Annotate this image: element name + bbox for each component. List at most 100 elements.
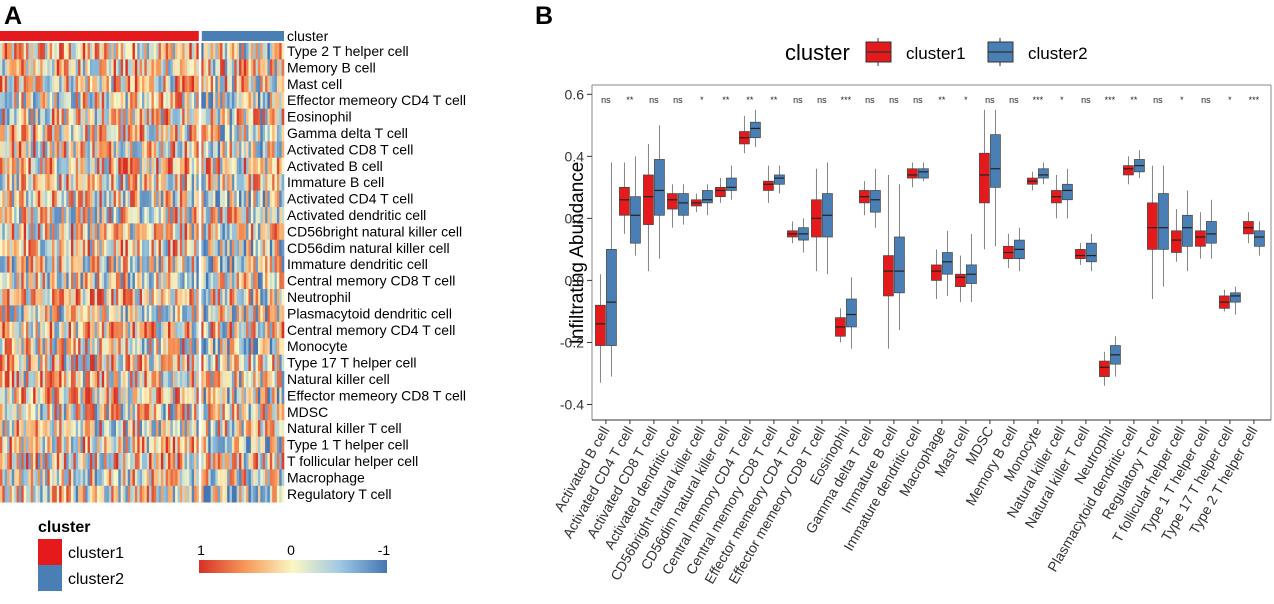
- heatmap-cell: [82, 420, 86, 437]
- heatmap-cell: [0, 469, 3, 487]
- heatmap-cell: [9, 305, 13, 323]
- heatmap-cell: [33, 371, 36, 388]
- heatmap-cell: [191, 321, 195, 339]
- heatmap-cell: [267, 420, 271, 437]
- heatmap-cell: [33, 469, 36, 487]
- heatmap-cell: [87, 354, 91, 372]
- heatmap-cell: [241, 387, 245, 405]
- heatmap-cell: [99, 157, 103, 175]
- heatmap-cell: [47, 469, 50, 487]
- heatmap-cell: [203, 338, 207, 355]
- heatmap-cell: [229, 157, 233, 175]
- heatmap-cell: [56, 223, 60, 241]
- heatmap-cell: [18, 174, 22, 191]
- heatmap-cell: [262, 239, 266, 257]
- heatmap-cell: [156, 453, 159, 470]
- heatmap-cell: [267, 190, 271, 208]
- heatmap-cell: [253, 387, 256, 405]
- heatmap-cell: [201, 420, 204, 437]
- heatmap-cell: [118, 403, 121, 421]
- heatmap-cell: [205, 453, 209, 470]
- heatmap-cell: [222, 436, 226, 454]
- heatmap-cell: [7, 485, 10, 503]
- heatmap-cell: [71, 289, 74, 306]
- heatmap-cell: [130, 338, 133, 355]
- heatmap-cell: [89, 75, 93, 93]
- heatmap-cell: [262, 174, 266, 191]
- heatmap-cell: [120, 141, 124, 159]
- heatmap-cell: [33, 338, 36, 355]
- heatmap-cell: [130, 141, 133, 159]
- heatmap-cell: [130, 75, 133, 93]
- heatmap-cell: [255, 453, 259, 470]
- heatmap-cell: [262, 321, 266, 339]
- heatmap-cell: [213, 305, 216, 323]
- heatmap-cell: [213, 354, 216, 372]
- heatmap-cell: [177, 469, 181, 487]
- heatmap-cell: [11, 43, 15, 60]
- heatmap-cell: [87, 453, 91, 470]
- heatmap-cell: [33, 157, 36, 175]
- heatmap-cell: [101, 436, 105, 454]
- heatmap-cell: [168, 321, 171, 339]
- heatmap-cell: [134, 108, 138, 126]
- heatmap-cell: [153, 59, 157, 77]
- heatmap-cell: [99, 371, 103, 388]
- heatmap-cell: [132, 92, 136, 109]
- heatmap-cell: [246, 75, 249, 93]
- legend-key-cluster2: [987, 38, 1014, 66]
- heatmap-cell: [139, 92, 143, 109]
- heatmap-cell: [11, 289, 15, 306]
- heatmap-cell: [61, 43, 65, 60]
- heatmap-cell: [276, 387, 280, 405]
- heatmap-cell: [52, 387, 55, 405]
- heatmap-cell: [175, 223, 178, 241]
- heatmap-cell: [250, 289, 254, 306]
- heatmap-cell: [21, 387, 24, 405]
- heatmap-cell: [160, 239, 164, 257]
- heatmap-cell: [165, 141, 169, 159]
- heatmap-cell: [97, 305, 100, 323]
- heatmap-cell: [189, 387, 192, 405]
- heatmap-cell: [4, 256, 8, 273]
- heatmap-cell: [11, 387, 15, 405]
- heatmap-cell: [250, 174, 254, 191]
- heatmap-cell: [272, 387, 275, 405]
- heatmap-cell: [111, 207, 114, 224]
- heatmap-cell: [78, 354, 81, 372]
- heatmap-cell: [213, 75, 216, 93]
- heatmap-cell: [168, 256, 171, 273]
- heatmap-cell: [68, 223, 72, 241]
- heatmap-cell: [153, 371, 157, 388]
- heatmap-cell: [139, 108, 143, 126]
- heatmap-cell: [276, 354, 280, 372]
- heatmap-cell: [184, 387, 188, 405]
- heatmap-cell: [63, 239, 67, 257]
- boxplot-cluster2: [1062, 168, 1073, 219]
- heatmap-cell: [14, 256, 17, 273]
- heatmap-cell: [146, 420, 150, 437]
- heatmap-cell: [177, 141, 181, 159]
- heatmap-cell: [52, 485, 55, 503]
- heatmap-cell: [66, 354, 69, 372]
- heatmap-cell: [11, 207, 15, 224]
- heatmap-cell: [229, 338, 233, 355]
- heatmap-cell: [158, 59, 162, 77]
- heatmap-cell: [269, 403, 273, 421]
- heatmap-row: [0, 43, 285, 60]
- heatmap-cell: [241, 453, 245, 470]
- heatmap-cell: [265, 272, 268, 290]
- heatmap-cell: [16, 387, 20, 405]
- heatmap-cell: [177, 453, 181, 470]
- heatmap-cell: [73, 223, 77, 241]
- heatmap-cell: [201, 108, 204, 126]
- heatmap-cell: [108, 436, 112, 454]
- heatmap-cell: [160, 207, 164, 224]
- heatmap-cell: [75, 403, 79, 421]
- heatmap-cell: [26, 272, 29, 290]
- heatmap-cell: [142, 305, 145, 323]
- heatmap-cell: [42, 157, 46, 175]
- heatmap-cell: [213, 289, 216, 306]
- heatmap-cell: [182, 256, 185, 273]
- heatmap-cell: [267, 338, 271, 355]
